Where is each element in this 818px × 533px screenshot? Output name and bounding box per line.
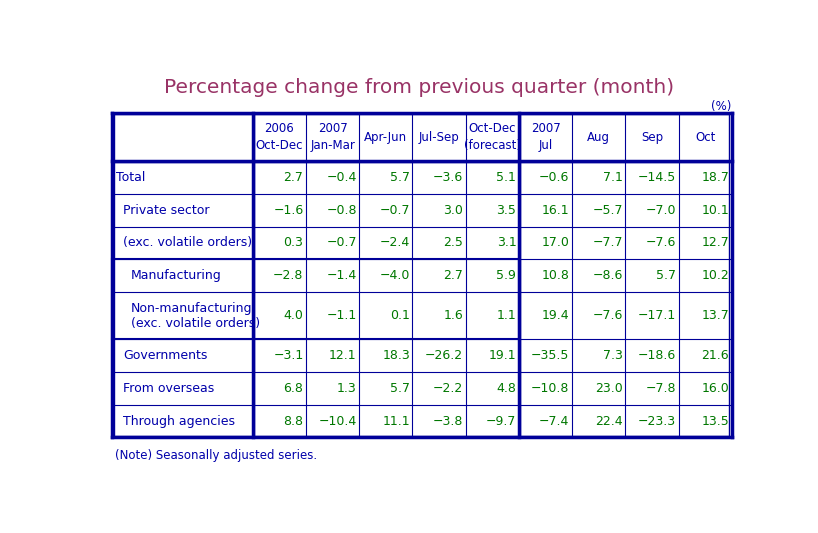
Text: Percentage change from previous quarter (month): Percentage change from previous quarter … xyxy=(164,78,674,98)
Text: −7.6: −7.6 xyxy=(645,237,676,249)
Text: 3.1: 3.1 xyxy=(497,237,516,249)
Text: 11.1: 11.1 xyxy=(382,415,410,427)
Text: 18.7: 18.7 xyxy=(701,171,729,184)
Text: −3.1: −3.1 xyxy=(273,349,303,362)
Text: −1.6: −1.6 xyxy=(273,204,303,217)
Text: 19.1: 19.1 xyxy=(488,349,516,362)
Text: 1.1: 1.1 xyxy=(497,309,516,322)
Text: 23.0: 23.0 xyxy=(595,382,622,395)
Text: Manufacturing: Manufacturing xyxy=(131,269,222,282)
Text: Jul-Sep: Jul-Sep xyxy=(419,131,460,144)
Text: 0.1: 0.1 xyxy=(390,309,410,322)
Text: 3.5: 3.5 xyxy=(497,204,516,217)
Text: −10.4: −10.4 xyxy=(318,415,357,427)
Text: Apr-Jun: Apr-Jun xyxy=(364,131,407,144)
Text: 2.5: 2.5 xyxy=(443,237,463,249)
Text: 7.1: 7.1 xyxy=(603,171,622,184)
Text: −35.5: −35.5 xyxy=(531,349,569,362)
Text: 1.6: 1.6 xyxy=(443,309,463,322)
Text: Private sector: Private sector xyxy=(124,204,209,217)
Text: 16.0: 16.0 xyxy=(702,382,729,395)
Text: 2007
Jan-Mar: 2007 Jan-Mar xyxy=(310,123,355,152)
Text: −5.7: −5.7 xyxy=(592,204,622,217)
Text: 5.9: 5.9 xyxy=(497,269,516,282)
Text: −10.8: −10.8 xyxy=(531,382,569,395)
Text: −7.6: −7.6 xyxy=(592,309,622,322)
Text: Oct: Oct xyxy=(695,131,716,144)
Text: 12.1: 12.1 xyxy=(329,349,357,362)
Text: 5.7: 5.7 xyxy=(390,171,410,184)
Text: Through agencies: Through agencies xyxy=(124,415,235,427)
Text: 3.0: 3.0 xyxy=(443,204,463,217)
Text: 6.8: 6.8 xyxy=(284,382,303,395)
Text: 2.7: 2.7 xyxy=(443,269,463,282)
Text: 0.3: 0.3 xyxy=(284,237,303,249)
Text: Total: Total xyxy=(115,171,145,184)
Text: −26.2: −26.2 xyxy=(425,349,463,362)
Text: −18.6: −18.6 xyxy=(638,349,676,362)
Text: Sep: Sep xyxy=(640,131,663,144)
Text: −3.6: −3.6 xyxy=(433,171,463,184)
Text: 10.1: 10.1 xyxy=(702,204,729,217)
Text: 8.8: 8.8 xyxy=(284,415,303,427)
Text: 5.7: 5.7 xyxy=(656,269,676,282)
Text: −2.8: −2.8 xyxy=(273,269,303,282)
Text: 12.7: 12.7 xyxy=(702,237,729,249)
Text: −1.4: −1.4 xyxy=(326,269,357,282)
Text: −7.0: −7.0 xyxy=(645,204,676,217)
Text: (exc. volatile orders): (exc. volatile orders) xyxy=(124,237,252,249)
Text: 2007
Jul: 2007 Jul xyxy=(531,123,560,152)
Text: −2.2: −2.2 xyxy=(433,382,463,395)
Text: −8.6: −8.6 xyxy=(592,269,622,282)
Text: −0.6: −0.6 xyxy=(539,171,569,184)
Text: −17.1: −17.1 xyxy=(638,309,676,322)
Text: Aug: Aug xyxy=(587,131,610,144)
Text: 7.3: 7.3 xyxy=(603,349,622,362)
Text: 17.0: 17.0 xyxy=(542,237,569,249)
Text: 1.3: 1.3 xyxy=(337,382,357,395)
Text: Non-manufacturing
(exc. volatile orders): Non-manufacturing (exc. volatile orders) xyxy=(131,302,260,329)
Text: 21.6: 21.6 xyxy=(702,349,729,362)
Text: Oct-Dec
(forecast): Oct-Dec (forecast) xyxy=(464,123,521,152)
Text: 13.7: 13.7 xyxy=(702,309,729,322)
Text: Governments: Governments xyxy=(124,349,208,362)
Text: 2006
Oct-Dec: 2006 Oct-Dec xyxy=(256,123,303,152)
Text: −9.7: −9.7 xyxy=(486,415,516,427)
Text: 19.4: 19.4 xyxy=(542,309,569,322)
Text: −3.8: −3.8 xyxy=(433,415,463,427)
Text: 16.1: 16.1 xyxy=(542,204,569,217)
Text: 5.7: 5.7 xyxy=(390,382,410,395)
Text: 4.8: 4.8 xyxy=(497,382,516,395)
Text: 5.1: 5.1 xyxy=(497,171,516,184)
Text: −2.4: −2.4 xyxy=(380,237,410,249)
Text: −0.8: −0.8 xyxy=(326,204,357,217)
Text: −7.7: −7.7 xyxy=(592,237,622,249)
Text: −23.3: −23.3 xyxy=(638,415,676,427)
Text: 18.3: 18.3 xyxy=(382,349,410,362)
Text: −0.4: −0.4 xyxy=(326,171,357,184)
Text: From overseas: From overseas xyxy=(124,382,214,395)
Text: −7.8: −7.8 xyxy=(645,382,676,395)
Text: 10.8: 10.8 xyxy=(542,269,569,282)
Text: 22.4: 22.4 xyxy=(596,415,622,427)
Text: 13.5: 13.5 xyxy=(702,415,729,427)
Text: −4.0: −4.0 xyxy=(380,269,410,282)
Text: (Note) Seasonally adjusted series.: (Note) Seasonally adjusted series. xyxy=(115,449,317,463)
Text: −14.5: −14.5 xyxy=(638,171,676,184)
Text: 4.0: 4.0 xyxy=(284,309,303,322)
Text: −0.7: −0.7 xyxy=(380,204,410,217)
Text: 10.2: 10.2 xyxy=(702,269,729,282)
Text: −1.1: −1.1 xyxy=(326,309,357,322)
Text: −0.7: −0.7 xyxy=(326,237,357,249)
Text: 2.7: 2.7 xyxy=(284,171,303,184)
Text: (%): (%) xyxy=(712,100,732,113)
Text: −7.4: −7.4 xyxy=(539,415,569,427)
